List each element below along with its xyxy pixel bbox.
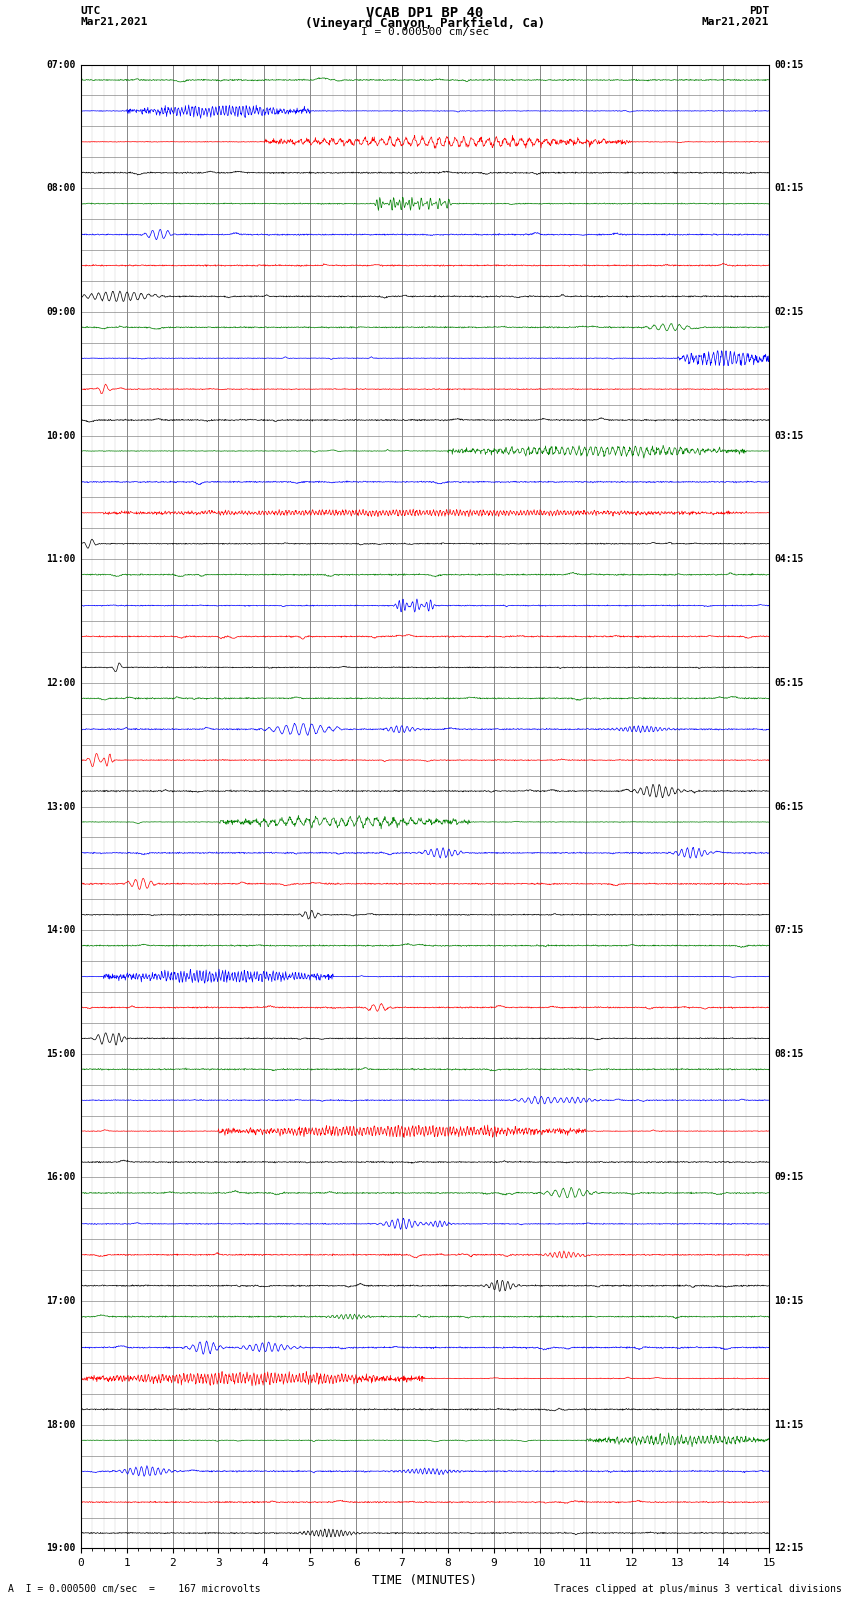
Text: 03:15: 03:15 <box>774 431 803 440</box>
Text: VCAB DP1 BP 40: VCAB DP1 BP 40 <box>366 5 484 19</box>
Text: 01:15: 01:15 <box>774 184 803 194</box>
Text: 19:00: 19:00 <box>47 1544 76 1553</box>
Text: 00:15: 00:15 <box>774 60 803 69</box>
Text: 06:15: 06:15 <box>774 802 803 811</box>
Text: 13:00: 13:00 <box>47 802 76 811</box>
Text: 07:15: 07:15 <box>774 926 803 936</box>
Text: 12:15: 12:15 <box>774 1544 803 1553</box>
Text: PDT: PDT <box>749 5 769 16</box>
Text: Traces clipped at plus/minus 3 vertical divisions: Traces clipped at plus/minus 3 vertical … <box>553 1584 842 1594</box>
Text: 11:00: 11:00 <box>47 555 76 565</box>
Text: 17:00: 17:00 <box>47 1297 76 1307</box>
Text: 18:00: 18:00 <box>47 1419 76 1429</box>
Text: Mar21,2021: Mar21,2021 <box>81 18 148 27</box>
Text: 05:15: 05:15 <box>774 677 803 687</box>
X-axis label: TIME (MINUTES): TIME (MINUTES) <box>372 1574 478 1587</box>
Text: 15:00: 15:00 <box>47 1048 76 1058</box>
Text: 14:00: 14:00 <box>47 926 76 936</box>
Text: Mar21,2021: Mar21,2021 <box>702 18 769 27</box>
Text: A  I = 0.000500 cm/sec  =    167 microvolts: A I = 0.000500 cm/sec = 167 microvolts <box>8 1584 261 1594</box>
Text: 02:15: 02:15 <box>774 306 803 316</box>
Text: 08:15: 08:15 <box>774 1048 803 1058</box>
Text: 10:15: 10:15 <box>774 1297 803 1307</box>
Text: UTC: UTC <box>81 5 101 16</box>
Text: 04:15: 04:15 <box>774 555 803 565</box>
Text: 16:00: 16:00 <box>47 1173 76 1182</box>
Text: 08:00: 08:00 <box>47 184 76 194</box>
Text: 09:00: 09:00 <box>47 306 76 316</box>
Text: 09:15: 09:15 <box>774 1173 803 1182</box>
Text: 11:15: 11:15 <box>774 1419 803 1429</box>
Text: 07:00: 07:00 <box>47 60 76 69</box>
Text: (Vineyard Canyon, Parkfield, Ca): (Vineyard Canyon, Parkfield, Ca) <box>305 18 545 31</box>
Text: 10:00: 10:00 <box>47 431 76 440</box>
Text: 12:00: 12:00 <box>47 677 76 687</box>
Text: I = 0.000500 cm/sec: I = 0.000500 cm/sec <box>361 27 489 37</box>
